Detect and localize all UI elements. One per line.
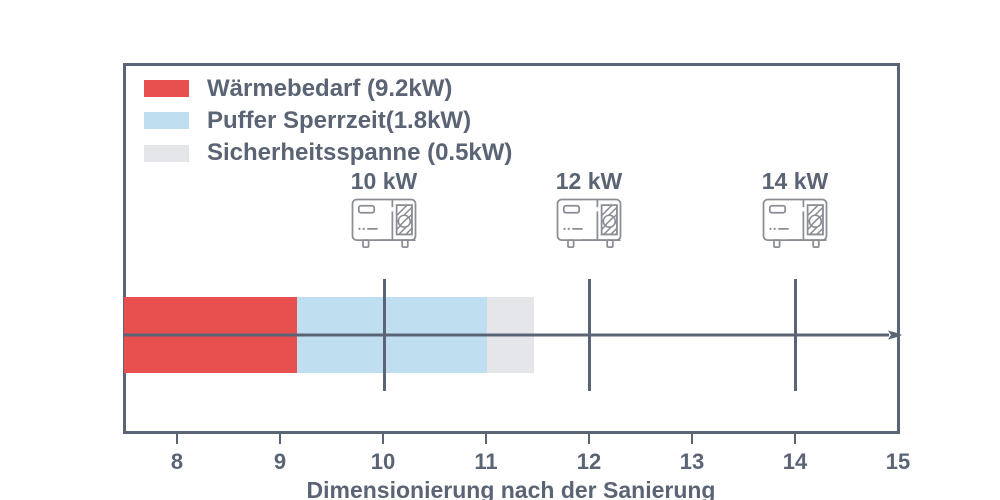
svg-text:10: 10 (371, 449, 395, 474)
svg-text:12: 12 (577, 449, 601, 474)
svg-text:9: 9 (274, 449, 286, 474)
svg-text:14: 14 (783, 449, 808, 474)
svg-text:13: 13 (680, 449, 704, 474)
svg-text:15: 15 (886, 449, 910, 474)
svg-text:8: 8 (171, 449, 183, 474)
svg-text:11: 11 (474, 449, 497, 474)
